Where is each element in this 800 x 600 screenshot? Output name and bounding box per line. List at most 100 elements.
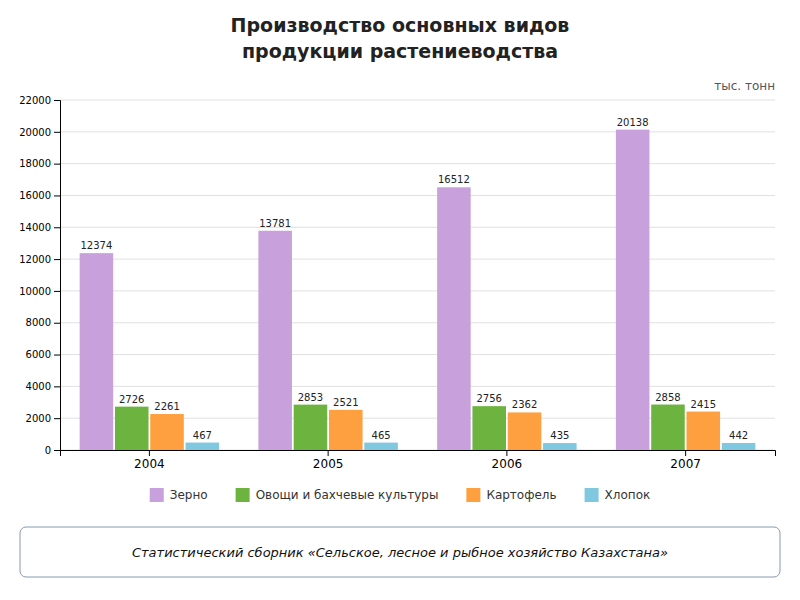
bar [364, 443, 398, 450]
legend-item: Хлопок [585, 488, 651, 502]
tick-mark [54, 418, 60, 419]
legend-item: Зерно [150, 488, 208, 502]
grid-line [60, 259, 775, 260]
series [186, 443, 756, 450]
series [80, 130, 650, 450]
tick-mark [54, 323, 60, 324]
bar [472, 406, 506, 450]
data-label: 2853 [298, 392, 323, 403]
tick-mark [54, 100, 60, 101]
tick-label: 2007 [670, 457, 701, 471]
tick: 2000 [26, 413, 60, 424]
bar [80, 253, 114, 450]
axis-label: тыс. тонн [714, 79, 775, 93]
grid-line [60, 322, 775, 323]
data-label: 2858 [655, 392, 680, 403]
bar [437, 187, 471, 450]
bar [294, 405, 328, 450]
bar [329, 410, 363, 450]
plot: тыс. тонн0200040006000800010000120001400… [19, 79, 775, 471]
bars [80, 130, 756, 450]
grid-line [60, 386, 775, 387]
tick-label: 18000 [19, 158, 51, 169]
title: Производство основных видов [231, 14, 570, 36]
tick-label: 2000 [26, 413, 51, 424]
tick-mark [54, 259, 60, 260]
axis-line [54, 101, 61, 451]
grid-line [60, 195, 775, 196]
legend-label: Хлопок [605, 488, 651, 502]
data-label: 20138 [617, 117, 649, 128]
tick-label: 2004 [134, 457, 165, 471]
tick: 4000 [26, 381, 60, 392]
legend-label: Овощи и бахчевые культуры [256, 488, 439, 502]
data-label: 2521 [333, 397, 358, 408]
legend-label: Картофель [486, 488, 556, 502]
series [115, 405, 685, 450]
legend-item: Овощи и бахчевые культуры [236, 488, 439, 502]
grid-line [60, 100, 775, 101]
data-label: 467 [193, 430, 212, 441]
bar [508, 412, 542, 450]
legend-label: Зерно [170, 488, 208, 502]
legend-swatch [585, 488, 599, 502]
grid-line [60, 163, 775, 164]
tick: 2006 [492, 450, 523, 471]
tick: 2004 [134, 450, 165, 471]
axis-line [61, 451, 776, 457]
tick-mark [54, 386, 60, 387]
legend-item: Картофель [466, 488, 556, 502]
tick-label: 0 [45, 445, 51, 456]
title: продукции растениеводства [242, 40, 558, 62]
tick-mark [54, 291, 60, 292]
data-label: 2415 [691, 399, 716, 410]
bar [651, 405, 685, 450]
bar [150, 414, 184, 450]
tick: 16000 [19, 190, 60, 201]
bar [722, 443, 756, 450]
bar [616, 130, 650, 450]
legend-swatch [236, 488, 250, 502]
data-label: 2726 [119, 394, 144, 405]
tick: 18000 [19, 158, 60, 169]
tick-label: 20000 [19, 127, 51, 138]
tick-label: 14000 [19, 222, 51, 233]
series [150, 410, 720, 450]
tick: 10000 [19, 286, 60, 297]
tick-label: 2006 [492, 457, 523, 471]
data-labels: 1237413781165122013827262853275628582261… [81, 117, 749, 441]
bar [543, 443, 577, 450]
y-axis: 0200040006000800010000120001400016000180… [19, 95, 60, 456]
tick: 12000 [19, 254, 60, 265]
annotation: Статистический сборник «Сельское, лесное… [132, 545, 668, 560]
data-label: 16512 [438, 174, 470, 185]
chart: Производство основных видов продукции рас… [0, 0, 800, 600]
tick-mark [54, 227, 60, 228]
grid-line [60, 290, 775, 291]
data-label: 2261 [154, 401, 179, 412]
bar [258, 231, 292, 450]
tick-mark [149, 450, 150, 456]
bar [115, 407, 149, 450]
data-label: 12374 [81, 240, 113, 251]
grid [60, 100, 775, 450]
data-label: 465 [372, 430, 391, 441]
tick-mark [54, 195, 60, 196]
tick-label: 10000 [19, 286, 51, 297]
x-axis: 2004 2005 2006 2007 [61, 450, 776, 471]
grid-line [60, 227, 775, 228]
legend: Зерно Овощи и бахчевые культуры Картофель Х… [150, 488, 651, 502]
data-label: 435 [550, 430, 569, 441]
data-label: 442 [729, 430, 748, 441]
data-label: 2756 [476, 393, 501, 404]
tick: 0 [45, 445, 60, 456]
tick-label: 12000 [19, 254, 51, 265]
tick-mark [685, 450, 686, 456]
tick-label: 4000 [26, 381, 51, 392]
tick-label: 2005 [313, 457, 344, 471]
bar [687, 412, 721, 450]
grid-line [60, 131, 775, 132]
footer-box [20, 527, 780, 577]
grid-line [60, 354, 775, 355]
legend-swatch [466, 488, 480, 502]
